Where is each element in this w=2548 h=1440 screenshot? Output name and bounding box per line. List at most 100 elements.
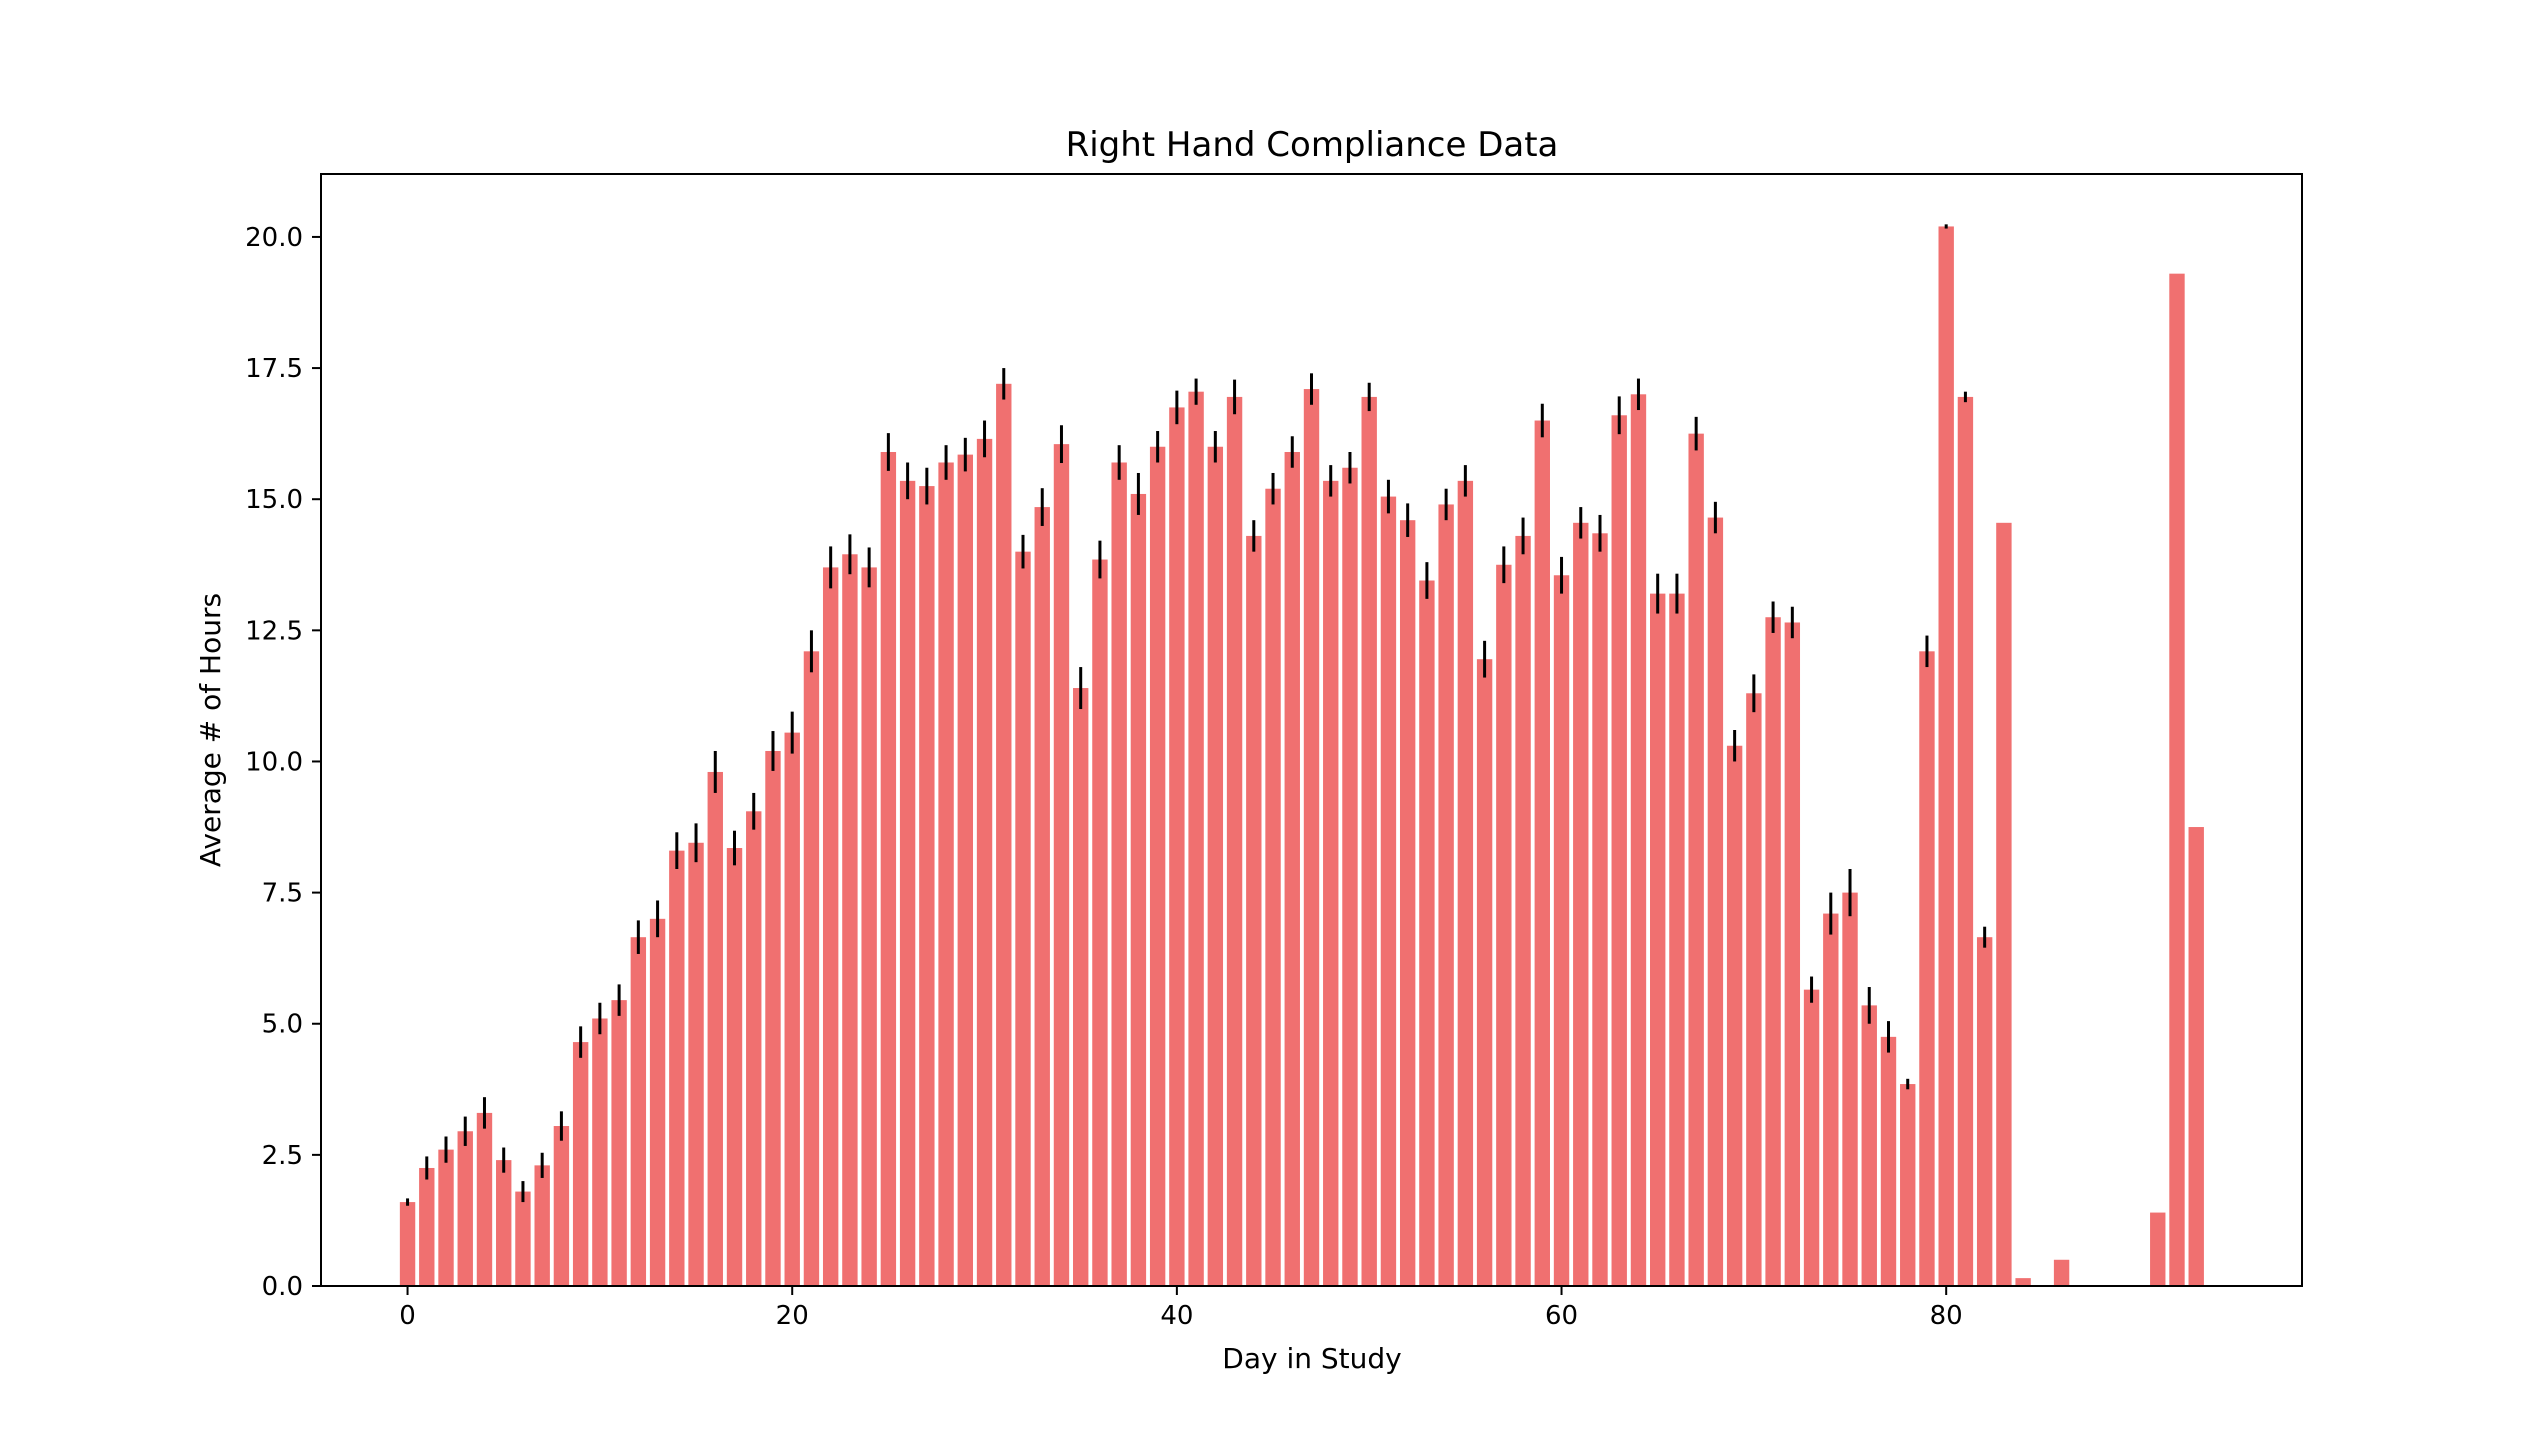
bar-day-63 [1611, 415, 1627, 1286]
bar-day-8 [553, 1126, 570, 1286]
bar-day-62 [1592, 533, 1608, 1286]
bar-day-4 [476, 1112, 493, 1286]
bar-day-5 [496, 1160, 512, 1286]
bar-day-69 [1726, 745, 1743, 1286]
bar-day-33 [1034, 507, 1050, 1287]
bar-day-14 [669, 850, 685, 1286]
x-tick-label-20: 20 [776, 1301, 809, 1331]
bar-day-21 [803, 651, 820, 1286]
bar-day-0 [399, 1202, 416, 1286]
bar-day-9 [572, 1042, 589, 1286]
bar-day-23 [842, 554, 858, 1286]
bar-day-49 [1342, 467, 1358, 1286]
y-tick-label-7.5: 7.5 [262, 879, 303, 909]
bar-day-1 [419, 1167, 435, 1286]
bar-day-13 [649, 918, 666, 1286]
bar-day-42 [1207, 446, 1224, 1286]
bar-day-48 [1323, 480, 1339, 1287]
axes-frame [320, 173, 2303, 1287]
bar-day-53 [1419, 580, 1435, 1286]
bar-day-11 [611, 1000, 627, 1286]
bar-day-38 [1130, 493, 1147, 1287]
bar-day-82 [1976, 937, 1993, 1286]
bar-day-35 [1073, 688, 1089, 1286]
plot-area: 0 20 40 60 80 0.0 2.5 5.0 7.5 10.0 12.5 15.0 17.5 20… [245, 173, 2303, 1331]
bar-day-40 [1169, 407, 1185, 1286]
bar-day-12 [630, 937, 647, 1286]
y-tick-label-12.5: 12.5 [245, 616, 303, 646]
bar-day-2 [438, 1149, 454, 1286]
bar-day-10 [592, 1018, 608, 1286]
bar-day-56 [1476, 659, 1493, 1286]
bar-day-58 [1515, 535, 1531, 1286]
bar-day-26 [899, 480, 916, 1287]
bar-day-86 [2053, 1259, 2070, 1286]
bar-day-64 [1630, 394, 1647, 1286]
bar-day-71 [1765, 617, 1781, 1286]
x-tick-label-0: 0 [399, 1301, 416, 1331]
bar-day-79 [1919, 651, 1935, 1286]
bar-day-67 [1688, 433, 1704, 1286]
bar-day-66 [1669, 593, 1685, 1286]
bar-day-7 [534, 1165, 550, 1286]
y-tick-label-5.0: 5.0 [262, 1010, 303, 1040]
bar-day-36 [1092, 559, 1108, 1286]
bar-day-3 [457, 1131, 473, 1286]
bar-day-51 [1380, 496, 1397, 1287]
bar-day-76 [1861, 1005, 1877, 1286]
bar-day-91 [2150, 1212, 2166, 1286]
bar-day-34 [1053, 444, 1070, 1286]
bar-day-93 [2188, 827, 2204, 1286]
bar-day-32 [1015, 551, 1031, 1286]
bar-day-55 [1457, 480, 1474, 1287]
bar-day-77 [1880, 1036, 1897, 1286]
bar-day-16 [707, 771, 723, 1286]
y-tick-label-2.5: 2.5 [262, 1141, 303, 1171]
bar-day-28 [938, 462, 954, 1286]
bar-day-61 [1573, 522, 1589, 1286]
bar-day-54 [1438, 504, 1454, 1286]
bar-day-22 [822, 567, 839, 1286]
x-axis-ticks: 0 20 40 60 80 [399, 1286, 1963, 1331]
bar-day-41 [1188, 391, 1204, 1286]
y-tick-label-10.0: 10.0 [245, 747, 303, 777]
bar-day-92 [2169, 273, 2185, 1286]
y-tick-label-15.0: 15.0 [245, 485, 303, 515]
bar-day-74 [1823, 913, 1839, 1286]
x-tick-label-80: 80 [1930, 1301, 1963, 1331]
bar-day-30 [976, 438, 993, 1286]
bar-day-37 [1111, 462, 1127, 1286]
bar-day-20 [784, 732, 800, 1286]
bar-day-44 [1246, 535, 1262, 1286]
y-axis-label: Average # of Hours [194, 593, 227, 867]
bar-day-78 [1900, 1084, 1916, 1286]
bar-day-45 [1265, 488, 1281, 1287]
bar-day-75 [1842, 892, 1858, 1286]
y-tick-label-20.0: 20.0 [245, 223, 303, 253]
bar-day-50 [1361, 396, 1377, 1286]
errorbars-group [406, 224, 1987, 1206]
y-axis-ticks: 0.0 2.5 5.0 7.5 10.0 12.5 15.0 17.5 20.0 [245, 223, 321, 1302]
bar-day-52 [1399, 520, 1416, 1286]
bar-day-60 [1553, 575, 1570, 1286]
bar-day-6 [515, 1191, 531, 1286]
bar-day-84 [2015, 1278, 2031, 1286]
bar-day-18 [746, 811, 762, 1286]
bar-day-43 [1226, 396, 1243, 1286]
bar-day-46 [1284, 452, 1300, 1286]
bar-day-80 [1938, 226, 1954, 1287]
bar-day-65 [1650, 593, 1666, 1286]
bar-day-57 [1496, 564, 1512, 1286]
bars-group [399, 226, 2204, 1287]
bar-day-15 [688, 842, 704, 1286]
bar-day-25 [880, 452, 897, 1286]
bar-day-24 [861, 567, 877, 1286]
bar-day-19 [765, 750, 781, 1286]
x-axis-label: Day in Study [1222, 1342, 1401, 1375]
bar-day-72 [1784, 622, 1801, 1286]
x-tick-label-40: 40 [1160, 1301, 1193, 1331]
bar-day-70 [1746, 693, 1762, 1286]
bar-day-59 [1534, 420, 1550, 1286]
bar-day-68 [1707, 517, 1724, 1286]
